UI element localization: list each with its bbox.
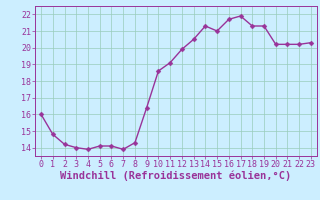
X-axis label: Windchill (Refroidissement éolien,°C): Windchill (Refroidissement éolien,°C)	[60, 171, 292, 181]
